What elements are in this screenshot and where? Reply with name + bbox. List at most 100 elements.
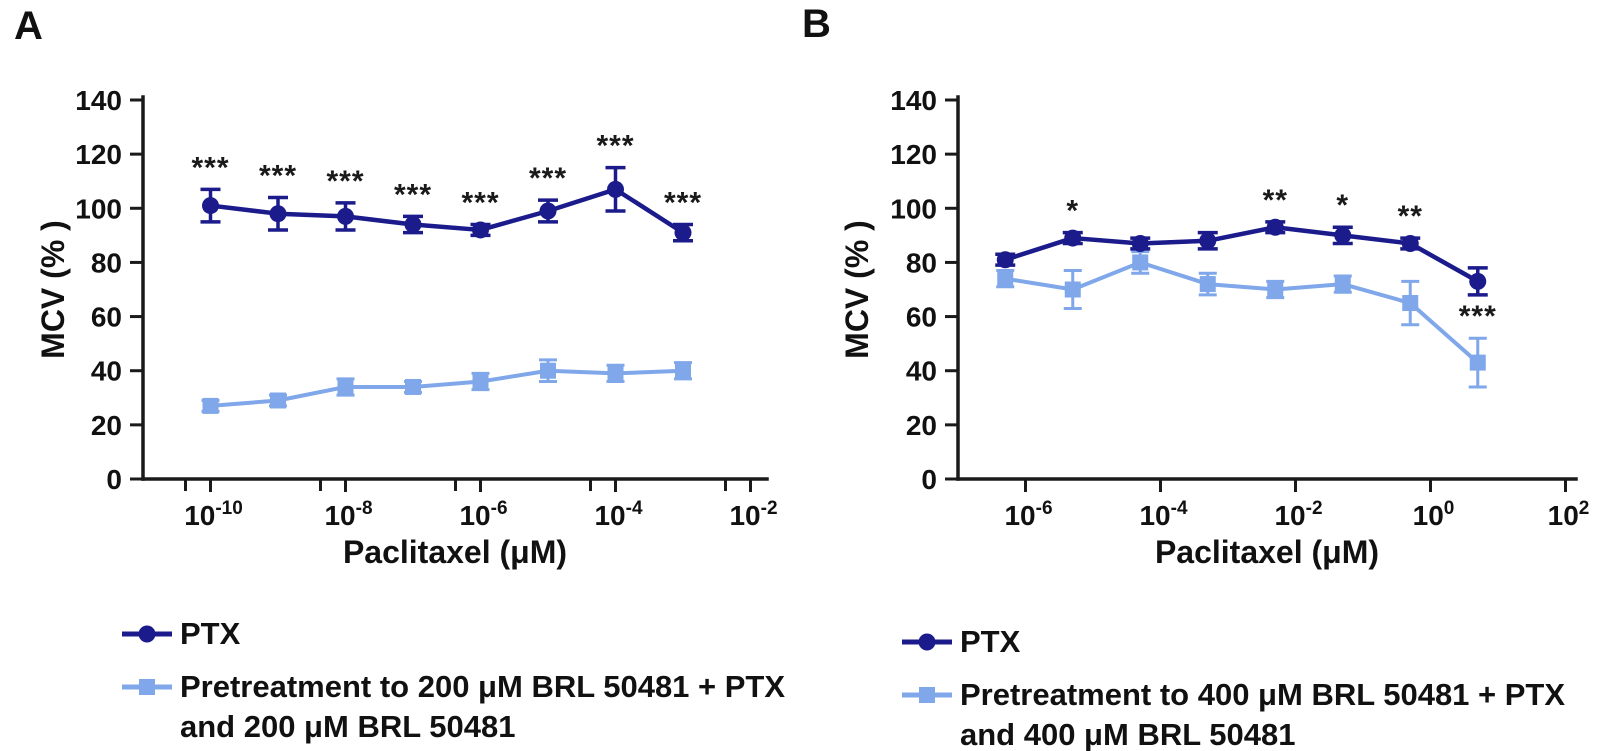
data-point xyxy=(337,378,354,395)
data-point xyxy=(337,207,354,225)
legend-entry-ptx: PTX xyxy=(900,622,1565,662)
data-point xyxy=(1334,226,1352,244)
data-point xyxy=(997,270,1014,287)
significance-label: *** xyxy=(326,165,364,198)
significance-labels: *** xyxy=(1459,300,1497,333)
data-point xyxy=(472,221,489,239)
y-tick-label: 80 xyxy=(91,247,122,278)
x-ticks: 10-6 10-4 10-2 100 102 xyxy=(1004,479,1589,531)
x-axis-title: Paclitaxel (μM) xyxy=(343,534,567,570)
data-point xyxy=(607,180,624,198)
ptx-circle-marker-icon xyxy=(122,625,172,643)
data-point xyxy=(1402,295,1419,312)
y-tick-label: 40 xyxy=(906,356,937,387)
data-point xyxy=(540,362,556,379)
data-point xyxy=(269,205,287,223)
data-point xyxy=(607,365,624,382)
data-point xyxy=(1199,232,1217,250)
y-ticks: 0 20 40 60 80 100 120 140 xyxy=(75,85,143,495)
data-point xyxy=(404,216,422,234)
legend-label-line-2: and 400 μM BRL 50481 xyxy=(960,717,1296,751)
data-points xyxy=(997,254,1486,371)
y-tick-label: 100 xyxy=(75,193,122,224)
series-line xyxy=(1004,260,1480,365)
x-tick-label: 10-2 xyxy=(1274,498,1322,531)
legend-label-line-1: Pretreatment to 200 μM BRL 50481 + PTX xyxy=(180,669,786,704)
series-ptx: * ** * ** xyxy=(995,184,1488,297)
significance-label: *** xyxy=(191,151,229,184)
error-bars xyxy=(996,250,1487,389)
y-tick-label: 0 xyxy=(921,464,937,495)
legend-label-ptx: PTX xyxy=(180,616,241,651)
data-point xyxy=(1132,254,1149,271)
significance-labels: * ** * ** xyxy=(1066,184,1422,233)
panel-b-label: B xyxy=(802,2,831,46)
data-point xyxy=(1064,281,1081,298)
series-line xyxy=(210,187,685,235)
y-tick-label: 60 xyxy=(91,302,122,333)
data-point xyxy=(674,224,692,242)
y-ticks: 0 20 40 60 80 100 120 140 xyxy=(890,85,958,495)
data-point xyxy=(996,251,1014,269)
significance-label: *** xyxy=(596,130,634,163)
y-axis-title: MCV (% ) xyxy=(839,220,875,359)
panel-B: 0 20 40 60 80 100 120 140 10-6 10-4 10-2 100 102 Pacl… xyxy=(839,85,1589,570)
significance-label: ** xyxy=(1263,184,1288,217)
x-tick-label: 10-6 xyxy=(459,498,507,531)
y-tick-label: 60 xyxy=(906,302,937,333)
x-tick-label: 10-2 xyxy=(729,498,777,531)
data-point xyxy=(1267,281,1284,298)
pretreatment-square-marker-icon xyxy=(122,679,172,695)
data-point xyxy=(270,392,286,409)
y-tick-label: 40 xyxy=(91,356,122,387)
data-point xyxy=(1266,218,1284,236)
axes xyxy=(141,95,769,481)
data-point xyxy=(1199,276,1216,293)
significance-label: *** xyxy=(461,187,499,220)
y-axis-title: MCV (% ) xyxy=(35,220,71,359)
legend-entry-ptx: PTX xyxy=(120,614,785,654)
data-points xyxy=(202,180,692,242)
significance-labels: *** *** *** *** *** *** *** *** xyxy=(191,130,702,220)
significance-label: *** xyxy=(664,187,702,220)
y-tick-label: 140 xyxy=(75,85,122,116)
x-tick-label: 10-6 xyxy=(1004,498,1052,531)
y-tick-label: 0 xyxy=(106,464,122,495)
significance-label: *** xyxy=(529,162,567,195)
x-tick-label: 10-4 xyxy=(1139,498,1187,531)
series-pretreatment: *** xyxy=(996,250,1497,389)
panel-a-label: A xyxy=(14,4,43,48)
data-points xyxy=(202,362,691,414)
significance-label: *** xyxy=(259,159,297,192)
significance-label: *** xyxy=(1459,300,1497,333)
legend-label-pretreatment: Pretreatment to 200 μM BRL 50481 + PTX a… xyxy=(180,667,785,747)
series-pretreatment xyxy=(201,358,692,414)
data-point xyxy=(202,397,219,414)
axes xyxy=(956,95,1578,481)
data-point xyxy=(1469,354,1486,371)
y-tick-label: 80 xyxy=(906,247,937,278)
data-point xyxy=(675,362,691,379)
data-point xyxy=(1131,234,1149,252)
legend-label-ptx: PTX xyxy=(960,624,1021,659)
y-tick-label: 20 xyxy=(906,410,937,441)
x-tick-label: 100 xyxy=(1413,498,1455,531)
series-line xyxy=(1004,224,1479,284)
significance-label: * xyxy=(1336,189,1349,222)
data-point xyxy=(539,202,557,220)
legend-entry-pretreatment: Pretreatment to 400 μM BRL 50481 + PTX a… xyxy=(900,675,1565,751)
y-tick-label: 120 xyxy=(890,139,937,170)
legend-label-line-2: and 200 μM BRL 50481 xyxy=(180,709,516,744)
data-point xyxy=(202,197,219,215)
x-tick-label: 102 xyxy=(1548,498,1590,531)
y-tick-label: 120 xyxy=(75,139,122,170)
data-point xyxy=(472,373,489,390)
data-point xyxy=(1334,276,1351,293)
legend-label-line-1: Pretreatment to 400 μM BRL 50481 + PTX xyxy=(960,677,1566,712)
x-tick-label: 10-8 xyxy=(324,498,372,531)
data-point xyxy=(1401,234,1419,252)
panel-A: 0 20 40 60 80 100 120 140 10-10 10-8 10-6 10-4 10-2 P… xyxy=(35,85,778,570)
x-ticks: 10-10 10-8 10-6 10-4 10-2 xyxy=(184,479,778,531)
